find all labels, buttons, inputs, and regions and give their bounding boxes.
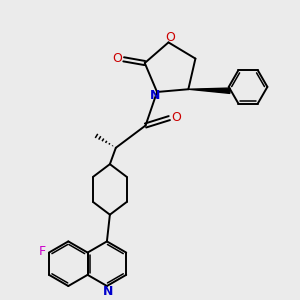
Text: N: N	[149, 89, 160, 102]
Text: O: O	[171, 111, 181, 124]
Text: O: O	[112, 52, 122, 65]
Text: N: N	[103, 285, 114, 298]
Text: F: F	[39, 245, 46, 259]
Text: O: O	[165, 31, 175, 44]
Polygon shape	[188, 88, 230, 93]
